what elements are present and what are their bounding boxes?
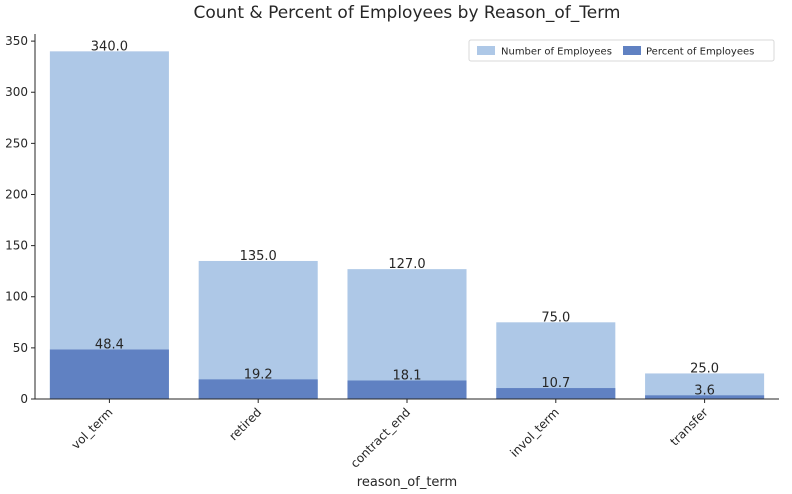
- data-label-percent-contract_end: 18.1: [393, 368, 422, 383]
- data-labels: 340.0 135.0 127.0 75.0 25.0 48.4 19.2 18.1 10.7 3…: [91, 39, 719, 398]
- y-tick-label: 300: [5, 85, 28, 99]
- legend: Number of Employees Percent of Employees: [468, 39, 775, 62]
- data-label-count-invol_term: 75.0: [541, 310, 570, 325]
- bar-percent-invol_term: [496, 388, 616, 399]
- bars: [49, 51, 765, 400]
- data-label-percent-retired: 19.2: [244, 367, 273, 382]
- x-tick-label: invol_term: [507, 405, 562, 460]
- bar-count-contract_end: [347, 269, 467, 399]
- bar-percent-vol_term: [49, 349, 169, 399]
- y-tick-label: 200: [5, 187, 28, 201]
- bar-percent-contract_end: [347, 380, 467, 399]
- bar-count-retired: [198, 260, 318, 399]
- y-tick-label: 350: [5, 34, 28, 48]
- y-tick-label: 100: [5, 290, 28, 304]
- legend-swatch: [477, 46, 495, 55]
- x-tick-label: retired: [226, 405, 264, 443]
- x-axis-label: reason_of_term: [357, 475, 457, 490]
- y-tick-label: 150: [5, 239, 28, 253]
- bar-count-vol_term: [49, 51, 169, 400]
- y-tick-label: 0: [20, 392, 28, 406]
- legend-label: Percent of Employees: [646, 47, 754, 58]
- y-tick-label: 250: [5, 136, 28, 150]
- bar-percent-transfer: [645, 395, 765, 399]
- data-label-count-retired: 135.0: [240, 249, 277, 264]
- y-tick-label: 50: [13, 341, 28, 355]
- legend-swatch: [623, 46, 641, 55]
- data-label-percent-vol_term: 48.4: [95, 338, 124, 353]
- x-tick-label: contract_end: [348, 405, 413, 470]
- x-tick-label: vol_term: [69, 405, 116, 452]
- bar-count-transfer: [645, 373, 765, 399]
- legend-box: [468, 39, 775, 62]
- data-label-percent-transfer: 3.6: [694, 383, 715, 398]
- chart-title: Count & Percent of Employees by Reason_o…: [194, 3, 621, 23]
- legend-label: Number of Employees: [501, 47, 612, 58]
- data-label-count-contract_end: 127.0: [388, 257, 425, 272]
- bar-count-invol_term: [496, 322, 616, 399]
- x-tick-label: transfer: [667, 405, 710, 448]
- data-label-count-transfer: 25.0: [690, 361, 719, 376]
- data-label-percent-invol_term: 10.7: [541, 376, 570, 391]
- data-label-count-vol_term: 340.0: [91, 39, 128, 54]
- bar-percent-retired: [198, 379, 318, 399]
